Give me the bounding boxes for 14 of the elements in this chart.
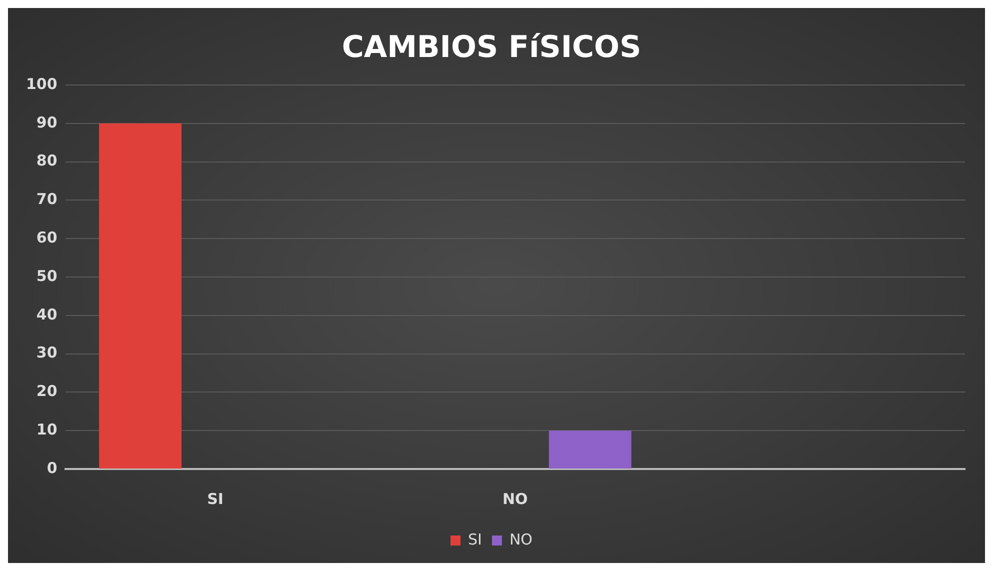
y-tick-label: 90: [36, 113, 58, 132]
y-tick-label: 60: [36, 228, 58, 246]
y-tick-label: 100: [26, 74, 58, 93]
y-tick-label: 0: [46, 458, 58, 477]
y-tick-label: 40: [36, 305, 58, 324]
legend-label: SI: [468, 530, 482, 548]
y-tick-label: 70: [36, 190, 58, 208]
y-tick-label: 30: [36, 344, 58, 362]
y-tick-label: 80: [36, 152, 58, 170]
y-tick-label: 10: [36, 420, 58, 438]
y-tick-label: 20: [36, 382, 58, 400]
chart-title: CAMBIOS FíSICOS: [342, 30, 642, 65]
y-tick-label: 50: [36, 266, 58, 285]
legend-label: NO: [509, 530, 532, 548]
